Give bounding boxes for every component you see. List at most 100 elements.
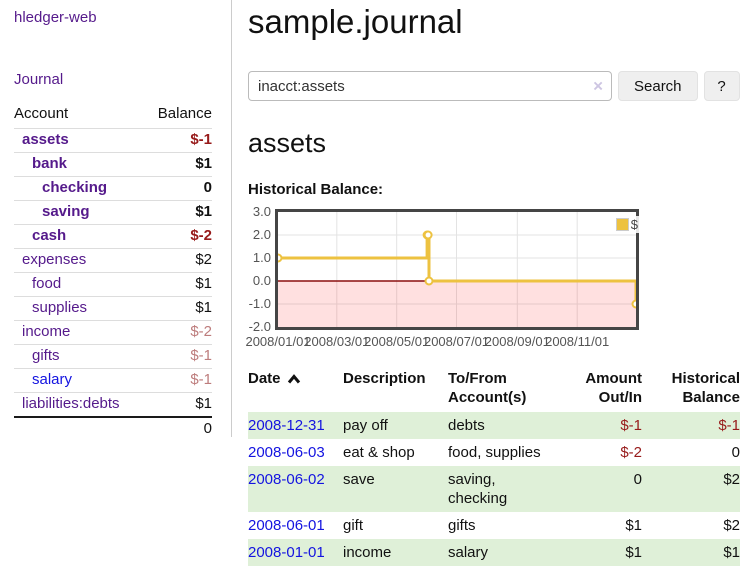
register-date-link[interactable]: 2008-12-31 [248,417,325,434]
sidebar-account-link-supplies[interactable]: supplies [32,299,87,316]
register-historical-balance: 0 [642,439,740,466]
account-row: assets $-1 [14,129,212,153]
sidebar-item-journal[interactable]: Journal [14,71,63,88]
register-accounts: food, supplies [448,439,583,466]
main-content: sample.journal × Search ? assets Histori… [248,0,740,566]
register-amount: $1 [583,539,642,566]
account-row: saving $1 [14,201,212,225]
sidebar-account-link-bank[interactable]: bank [32,155,67,172]
sidebar-account-link-assets[interactable]: assets [22,131,69,148]
register-row: 2008-01-01incomesalary$1$1 [248,539,740,566]
sidebar-account-link-liabilities-debts[interactable]: liabilities:debts [22,395,120,412]
account-row: expenses$2 [14,249,212,273]
chart-legend: $ [614,216,640,233]
account-balance: $-2 [145,225,212,249]
accounts-table-header: Account Balance [14,105,212,129]
accounts-total-row: 0 [14,417,212,441]
search-button[interactable]: Search [618,71,698,101]
account-balance: 0 [145,177,212,201]
register-row: 2008-06-02 savesaving, checking0$2 [248,466,740,512]
sidebar-account-link-food[interactable]: food [32,275,61,292]
register-date-link[interactable]: 2008-06-03 [248,444,325,461]
y-axis-tick-label: -1.0 [248,297,271,311]
account-row: checking 0 [14,177,212,201]
sidebar-account-link-checking[interactable]: checking [42,179,107,196]
account-row: income$-2 [14,321,212,345]
search-input[interactable] [248,71,612,101]
sidebar-account-link-cash[interactable]: cash [32,227,66,244]
account-row: food $1 [14,273,212,297]
sidebar-account-link-salary[interactable]: salary [32,371,72,388]
register-header-historical: HistoricalBalance [642,369,740,412]
register-table: DateDescriptionTo/FromAccount(s)AmountOu… [248,369,740,566]
register-date-link[interactable]: 2008-06-02 [248,471,325,488]
sidebar-account-link-saving[interactable]: saving [42,203,90,220]
search-form: × Search ? [248,71,740,101]
clear-search-icon[interactable]: × [593,78,603,95]
register-accounts: gifts [448,512,583,539]
account-balance: $1 [145,201,212,225]
chart-title: Historical Balance: [248,181,740,198]
account-row: supplies $1 [14,297,212,321]
historical-balance-chart[interactable]: 3.02.01.00.0-1.0-2.02008/01/012008/03/01… [248,206,648,352]
account-row: liabilities:debts $1 [14,393,212,418]
register-description: eat & shop [343,439,448,466]
account-row: bank$1 [14,153,212,177]
y-axis-tick-label: -2.0 [248,320,271,334]
register-description: income [343,539,448,566]
sidebar: hledger-web Journal Account Balance asse… [0,0,232,437]
register-description: save [343,466,448,512]
help-button[interactable]: ? [704,71,740,101]
register-row: 2008-06-01 giftgifts$1$2 [248,512,740,539]
accounts-table: Account Balance assets$-1bank$1checking0… [14,105,212,441]
register-header-tofrom: To/FromAccount(s) [448,369,583,412]
page-title: sample.journal [248,4,740,40]
register-description: gift [343,512,448,539]
register-accounts: debts [448,412,583,439]
x-axis-tick-label: 2008/11/01 [545,334,609,349]
register-description: pay off [343,412,448,439]
sidebar-account-link-expenses[interactable]: expenses [22,251,86,268]
x-axis-tick-label: 2008/05/01 [364,334,429,349]
account-balance: $-1 [145,129,212,153]
sort-caret-up-icon [287,373,301,384]
accounts-header-balance: Balance [145,105,212,129]
register-header-row: DateDescriptionTo/FromAccount(s)AmountOu… [248,369,740,412]
register-amount: $-2 [583,439,642,466]
register-accounts: saving, checking [448,466,583,512]
app-title-link[interactable]: hledger-web [14,9,97,26]
data-point-marker [425,232,432,239]
negative-region [278,281,636,327]
sidebar-account-link-income[interactable]: income [22,323,70,340]
x-axis-tick-label: 2008/01/01 [245,334,310,349]
register-amount: $1 [583,512,642,539]
register-row: 2008-06-03 eat & shopfood, supplies$-20 [248,439,740,466]
x-axis-tick-label: 2008/09/01 [485,334,550,349]
legend-label: $ [631,217,638,232]
register-historical-balance: $2 [642,466,740,512]
register-header-amount: AmountOut/In [583,369,642,412]
chart-plot-area[interactable] [275,209,639,330]
register-header-date[interactable]: Date [248,369,343,412]
legend-swatch-icon [616,218,629,231]
data-point-marker [633,301,637,308]
y-axis-tick-label: 3.0 [248,205,271,219]
account-heading: assets [248,128,740,159]
register-historical-balance: $1 [642,539,740,566]
register-historical-balance: $2 [642,512,740,539]
register-historical-balance: $-1 [642,412,740,439]
sidebar-account-link-gifts[interactable]: gifts [32,347,60,364]
register-date-link[interactable]: 2008-01-01 [248,544,325,561]
register-amount: $-1 [583,412,642,439]
x-axis-tick-label: 2008/07/01 [424,334,489,349]
account-balance: $1 [145,273,212,297]
register-row: 2008-12-31pay offdebts$-1$-1 [248,412,740,439]
chart-canvas [278,212,636,327]
y-axis-tick-label: 2.0 [248,228,271,242]
accounts-header-account: Account [14,105,145,129]
register-amount: 0 [583,466,642,512]
data-point-marker [426,278,433,285]
account-balance: $1 [145,393,212,418]
register-date-link[interactable]: 2008-06-01 [248,517,325,534]
account-balance: $1 [145,297,212,321]
